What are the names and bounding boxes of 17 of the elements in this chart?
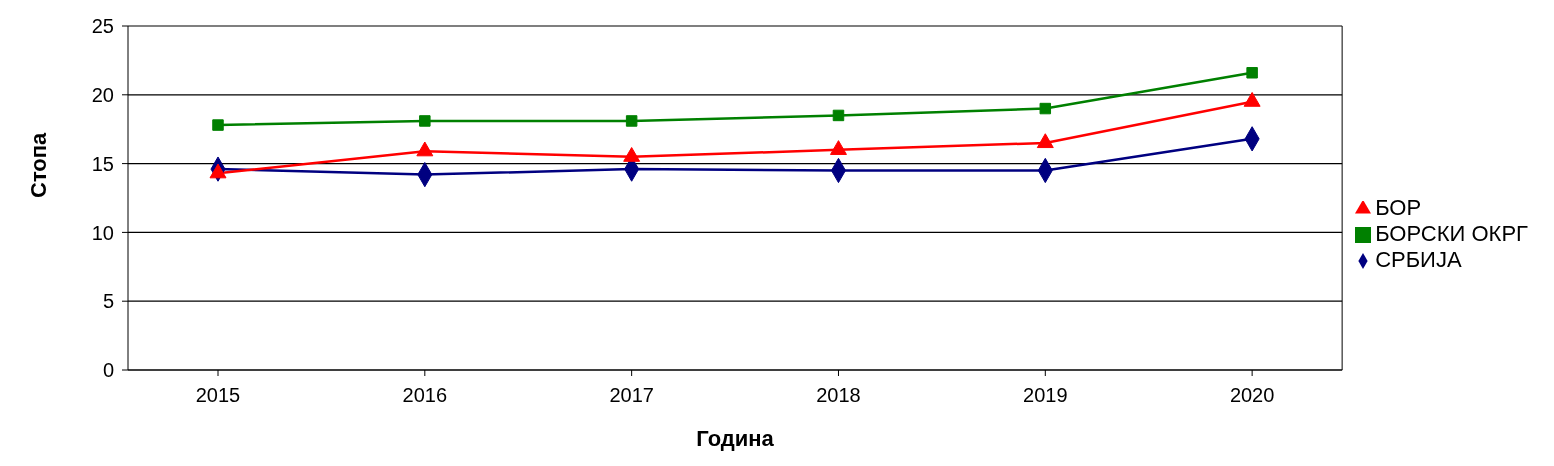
y-tick-label: 20 [91,83,114,106]
y-tick-label: 0 [102,359,114,382]
x-tick-label: 2018 [816,384,861,407]
y-tick-label: 5 [102,290,114,313]
y-tick-label: 15 [91,152,114,175]
x-tick-label: 2020 [1229,384,1275,407]
x-tick-label: 2017 [609,384,654,407]
x-tick-label: 2019 [1023,384,1068,407]
y-axis-title: Стопа [25,131,51,198]
legend-label: СРБИЈА [1375,247,1462,272]
x-axis-title: Година [696,426,775,451]
x-tick-label: 2016 [402,384,448,407]
legend-label: БОР [1375,195,1422,220]
y-tick-label: 10 [91,221,114,244]
x-tick-label: 2015 [195,384,241,407]
y-tick-label: 25 [91,15,114,38]
legend-label: БОРСКИ ОКРГ [1375,221,1528,246]
